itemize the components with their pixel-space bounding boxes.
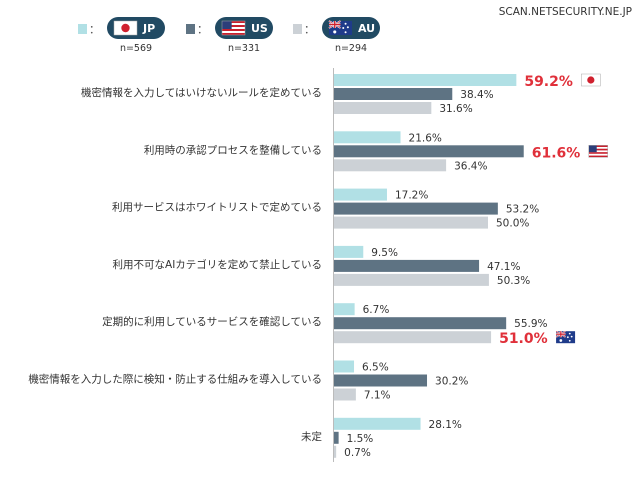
bar-us xyxy=(334,431,339,444)
legend-item-jp: ： JP n=569 xyxy=(78,17,165,54)
bar-jp xyxy=(334,417,421,430)
data-label: 31.6% xyxy=(439,103,472,115)
bar-jp xyxy=(334,245,364,258)
legend-item-au: ： AU n=294 xyxy=(293,17,380,54)
data-label: 50.0% xyxy=(496,218,529,230)
data-label: 6.7% xyxy=(363,304,390,316)
category-label: 利用不可なAIカテゴリを定めて禁止している xyxy=(113,258,322,271)
flag-au-icon xyxy=(555,330,576,344)
flag-au-icon xyxy=(328,20,352,35)
flag-us-icon xyxy=(221,20,246,36)
bar-jp xyxy=(334,360,355,373)
category-group: 定期的に利用しているサービスを確認している 6.7% 55.9%51.0% xyxy=(102,303,576,347)
bar-jp xyxy=(334,74,517,86)
data-label: 55.9% xyxy=(514,318,547,330)
category-label: 利用サービスはホワイトリストで定めている xyxy=(112,201,322,214)
category-group: 利用時の承認プロセスを整備している 21.6% 61.6% 36.4% xyxy=(144,131,608,172)
bar-jp xyxy=(334,188,387,201)
bar-us xyxy=(334,88,453,100)
legend-swatch xyxy=(186,24,195,34)
legend-swatch xyxy=(293,24,302,34)
bar-us xyxy=(334,317,507,330)
legend-label: AU xyxy=(358,22,375,35)
legend-item-us: ： US n=331 xyxy=(186,17,273,54)
watermark: SCAN.NETSECURITY.NE.JP xyxy=(499,6,632,18)
data-label: 9.5% xyxy=(371,247,398,259)
data-label: 47.1% xyxy=(487,261,520,273)
legend-colon: ： xyxy=(197,23,208,36)
data-label: 30.2% xyxy=(435,376,468,388)
data-label: 21.6% xyxy=(409,132,442,144)
data-label: 6.5% xyxy=(362,362,389,374)
legend-n: n=569 xyxy=(120,43,152,54)
legend-label: JP xyxy=(142,22,155,35)
category-group: 機密情報を入力してはいけないルールを定めている 59.2% 38.4% 31.6% xyxy=(81,73,601,115)
bar-au xyxy=(334,445,337,458)
category-group: 未定 28.1% 1.5% 0.7% xyxy=(301,417,462,459)
category-label: 利用時の承認プロセスを整備している xyxy=(144,143,322,156)
data-label: 38.4% xyxy=(460,89,493,101)
category-label: 定期的に利用しているサービスを確認している xyxy=(102,315,322,328)
bar-jp xyxy=(334,131,401,144)
data-label: 50.3% xyxy=(497,275,530,287)
legend-label: US xyxy=(251,22,268,35)
category-label: 機密情報を入力してはいけないルールを定めている xyxy=(81,86,322,99)
flag-jp-icon xyxy=(113,20,138,36)
category-group: 機密情報を入力した際に検知・防止する仕組みを導入している 6.5% 30.2% 7.1… xyxy=(28,360,468,402)
data-label: 17.2% xyxy=(395,190,428,202)
bar-au xyxy=(334,388,356,401)
legend-n: n=294 xyxy=(335,43,367,54)
data-label: 0.7% xyxy=(344,447,371,459)
data-label: 51.0% xyxy=(499,331,548,347)
flag-jp-icon xyxy=(581,73,601,87)
bar-us xyxy=(334,374,428,387)
bars: 機密情報を入力してはいけないルールを定めている 59.2% 38.4% 31.6% 利用… xyxy=(28,73,608,459)
data-label: 53.2% xyxy=(506,204,539,216)
legend-swatch xyxy=(78,24,87,34)
category-group: 利用サービスはホワイトリストで定めている 17.2% 53.2% 50.0% xyxy=(112,188,539,230)
legend-n: n=331 xyxy=(228,43,260,54)
bar-au xyxy=(334,331,492,344)
data-label: 1.5% xyxy=(347,433,374,445)
category-label: 未定 xyxy=(301,430,322,443)
data-label: 61.6% xyxy=(532,145,581,161)
category-label: 機密情報を入力した際に検知・防止する仕組みを導入している xyxy=(28,373,322,386)
data-label: 28.1% xyxy=(429,419,462,431)
bar-au xyxy=(334,216,488,229)
bar-us xyxy=(334,259,480,272)
flag-us-icon xyxy=(588,145,608,158)
bar-au xyxy=(334,159,447,172)
legend: ： JP n=569 ： US n=331 ： AU n=294 xyxy=(78,17,380,54)
bar-us xyxy=(334,202,498,215)
bar-au xyxy=(334,273,489,286)
legend-colon: ： xyxy=(304,23,315,36)
legend-colon: ： xyxy=(89,23,100,36)
bar-jp xyxy=(334,303,355,316)
bar-au xyxy=(334,102,432,114)
category-group: 利用不可なAIカテゴリを定めて禁止している 9.5% 47.1% 50.3% xyxy=(113,245,530,287)
bar-us xyxy=(334,145,524,158)
data-label: 59.2% xyxy=(524,74,573,90)
data-label: 36.4% xyxy=(454,160,487,172)
data-label: 7.1% xyxy=(364,390,391,402)
